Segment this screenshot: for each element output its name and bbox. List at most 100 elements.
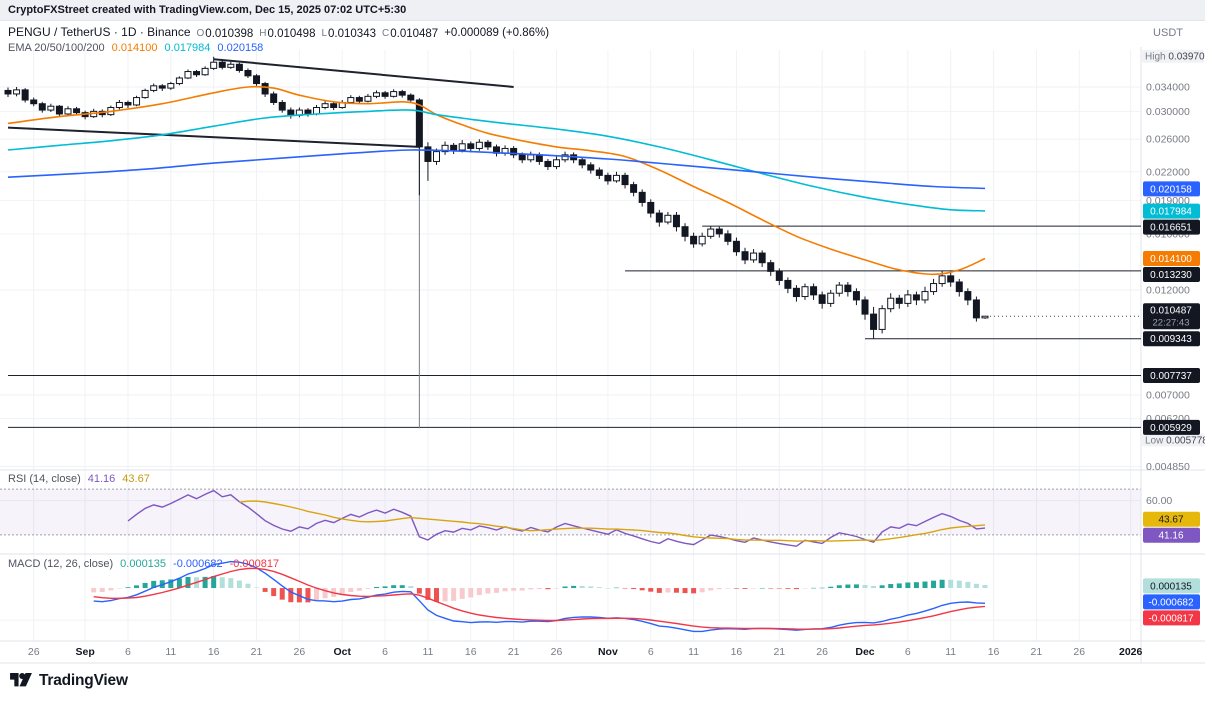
svg-text:0.010487: 0.010487	[1150, 306, 1192, 317]
svg-text:0.004850: 0.004850	[1146, 461, 1190, 473]
svg-text:0.030000: 0.030000	[1146, 106, 1190, 118]
time-label: 26	[551, 646, 563, 658]
symbol-legend[interactable]: PENGU / TetherUS · 1D · Binance O 0.01039…	[8, 25, 549, 40]
indicator-plots	[91, 489, 988, 633]
svg-text:0.013230: 0.013230	[1150, 270, 1192, 281]
symbol-title[interactable]: PENGU / TetherUS · 1D · Binance	[8, 25, 191, 39]
svg-text:22:27:43: 22:27:43	[1153, 318, 1190, 329]
price-axis[interactable]: -0.0020000.0340000.0300000.0260000.02200…	[1142, 49, 1205, 627]
svg-text:0.009343: 0.009343	[1150, 334, 1192, 345]
tradingview-logo-text: TradingView	[39, 672, 128, 689]
svg-text:High 0.039701: High 0.039701	[1145, 52, 1205, 63]
svg-text:0.012000: 0.012000	[1146, 284, 1190, 296]
svg-text:43.67: 43.67	[1158, 515, 1183, 526]
axis-badge	[1143, 219, 1200, 235]
time-label: 11	[422, 646, 433, 658]
trend-line	[213, 58, 514, 88]
rsi-ma-line	[239, 500, 986, 542]
svg-text:41.16: 41.16	[1158, 531, 1183, 542]
axis-badge	[1143, 367, 1200, 383]
axis-badge	[1143, 251, 1200, 267]
svg-text:0.034000: 0.034000	[1146, 81, 1190, 93]
ema100-line	[7, 149, 986, 190]
ema-legend[interactable]: EMA 20/50/100/200 0.014100 0.017984 0.02…	[8, 42, 263, 54]
svg-text:0.005929: 0.005929	[1150, 423, 1192, 434]
macd-signal-value: -0.000817	[229, 558, 280, 570]
macd-hist-value: 0.000135	[120, 558, 167, 570]
svg-text:-0.000682: -0.000682	[1148, 597, 1193, 608]
grid-lines	[0, 50, 1141, 641]
svg-text:0.017984: 0.017984	[1150, 207, 1192, 218]
low-value: L 0.010343	[321, 28, 376, 40]
drawings[interactable]	[7, 58, 1141, 429]
svg-text:Low 0.005778: Low 0.005778	[1145, 435, 1205, 446]
ema20-value: 0.014100	[111, 42, 158, 54]
open-value: O 0.010398	[196, 28, 254, 40]
ema50-value: 0.017984	[164, 42, 211, 54]
svg-text:0.016651: 0.016651	[1150, 223, 1192, 234]
time-label: 26	[294, 646, 306, 658]
time-label: 21	[508, 646, 520, 658]
svg-text:0.026000: 0.026000	[1146, 134, 1190, 146]
trend-line	[7, 126, 420, 148]
time-label: 6	[382, 646, 388, 658]
time-label: 21	[251, 646, 263, 658]
macd-legend[interactable]: MACD (12, 26, close) 0.000135 -0.000682 …	[8, 558, 279, 570]
time-label: Nov	[598, 646, 618, 658]
svg-text:60.00: 60.00	[1146, 495, 1172, 507]
time-label: 16	[465, 646, 477, 658]
time-label: 21	[773, 646, 785, 658]
rsi-legend[interactable]: RSI (14, close) 41.16 43.67	[8, 473, 150, 485]
svg-text:0.007000: 0.007000	[1146, 389, 1190, 401]
axis-badge	[1143, 419, 1200, 435]
watermark-bar: CryptoFXStreet created with TradingView.…	[0, 0, 1205, 21]
axis-badge	[1143, 527, 1200, 543]
svg-text:0.014100: 0.014100	[1150, 254, 1192, 265]
pane-separators[interactable]	[0, 47, 1205, 664]
ema100-value: 0.020158	[217, 42, 264, 54]
time-label: 16	[208, 646, 220, 658]
rsi-value: 41.16	[87, 473, 116, 485]
svg-text:-0.000817: -0.000817	[1148, 613, 1193, 624]
svg-text:0.007737: 0.007737	[1150, 371, 1192, 382]
time-label: Oct	[333, 646, 351, 658]
change-value: +0.000089 (+0.86%)	[444, 27, 550, 39]
svg-text:0.020158: 0.020158	[1150, 184, 1192, 195]
ema-lines	[7, 85, 986, 276]
rsi-band	[0, 488, 1141, 536]
high-value: H 0.010498	[259, 28, 316, 40]
time-label: Sep	[75, 646, 94, 658]
time-label: 6	[648, 646, 654, 658]
time-label: 11	[688, 646, 699, 658]
ema50-line	[7, 109, 986, 212]
axis-badge	[1143, 594, 1200, 610]
candles	[4, 56, 989, 339]
axis-badge	[1143, 203, 1200, 219]
watermark-text: CryptoFXStreet created with TradingView.…	[8, 4, 407, 16]
ema20-line	[7, 85, 986, 276]
time-label: 2026	[1119, 646, 1143, 658]
time-label: 6	[125, 646, 131, 658]
macd-legend-title[interactable]: MACD (12, 26, close)	[8, 558, 114, 570]
axis-badge	[1143, 181, 1200, 197]
time-label: Dec	[855, 646, 874, 658]
time-label: 16	[988, 646, 1000, 658]
axis-badge	[1143, 511, 1200, 527]
ema-legend-title[interactable]: EMA 20/50/100/200	[8, 42, 105, 54]
macd-signal-line	[93, 567, 986, 630]
quote-currency-label: USDT	[1153, 27, 1183, 39]
axis-badge	[1143, 610, 1200, 626]
time-label: 26	[28, 646, 40, 658]
axis-badge	[1143, 303, 1200, 330]
macd-line-value: -0.000682	[173, 558, 223, 570]
time-label: 6	[905, 646, 911, 658]
rsi-ma-value: 43.67	[122, 473, 150, 485]
time-label: 11	[945, 646, 956, 658]
tradingview-logo[interactable]: TradingView	[10, 672, 128, 690]
time-label: 26	[1073, 646, 1085, 658]
time-axis[interactable]: 26 Sep 6 11 16 21 26 Oct 6 11 16 21 26 Nov 6 11 16 21 26 De…	[28, 646, 1143, 658]
rsi-legend-title[interactable]: RSI (14, close)	[8, 473, 81, 485]
svg-text:0.022000: 0.022000	[1146, 166, 1190, 178]
